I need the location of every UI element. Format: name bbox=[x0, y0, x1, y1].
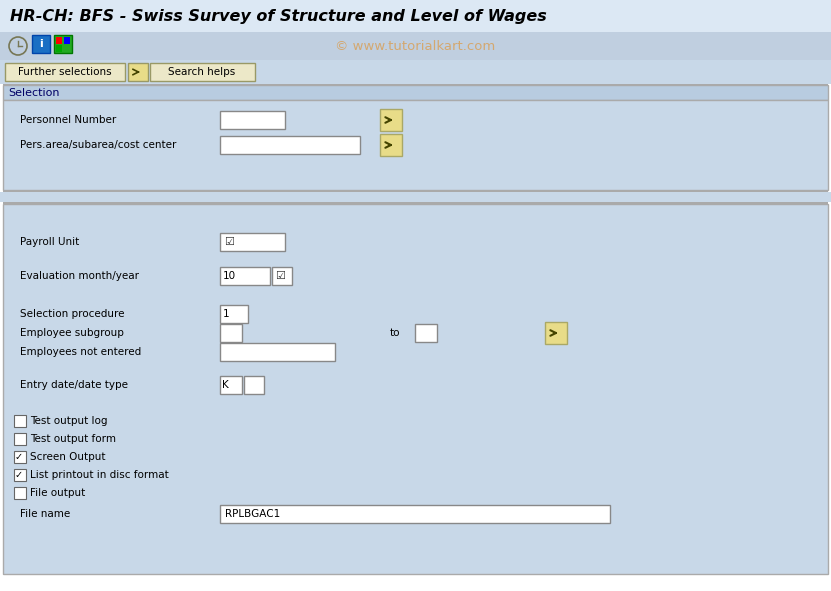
Text: 10: 10 bbox=[223, 271, 236, 281]
Text: Selection procedure: Selection procedure bbox=[20, 309, 125, 319]
FancyBboxPatch shape bbox=[150, 63, 255, 81]
FancyBboxPatch shape bbox=[14, 415, 26, 427]
Text: to: to bbox=[390, 328, 401, 338]
FancyBboxPatch shape bbox=[56, 37, 62, 44]
FancyBboxPatch shape bbox=[272, 267, 292, 285]
FancyBboxPatch shape bbox=[3, 204, 828, 574]
Text: Test output log: Test output log bbox=[30, 416, 107, 426]
Text: Further selections: Further selections bbox=[18, 67, 112, 77]
FancyBboxPatch shape bbox=[64, 37, 70, 44]
FancyBboxPatch shape bbox=[3, 574, 828, 575]
FancyBboxPatch shape bbox=[545, 322, 567, 344]
FancyBboxPatch shape bbox=[14, 451, 26, 463]
FancyBboxPatch shape bbox=[3, 84, 828, 85]
FancyBboxPatch shape bbox=[0, 60, 831, 84]
FancyBboxPatch shape bbox=[220, 233, 285, 251]
Text: RPLBGAC1: RPLBGAC1 bbox=[225, 509, 280, 519]
Text: ✓: ✓ bbox=[15, 452, 23, 462]
FancyBboxPatch shape bbox=[380, 109, 402, 131]
Text: Employees not entered: Employees not entered bbox=[20, 347, 141, 357]
Text: i: i bbox=[39, 39, 43, 49]
FancyBboxPatch shape bbox=[220, 267, 270, 285]
FancyBboxPatch shape bbox=[380, 134, 402, 156]
FancyBboxPatch shape bbox=[14, 433, 26, 445]
FancyBboxPatch shape bbox=[0, 0, 831, 32]
FancyBboxPatch shape bbox=[244, 376, 264, 394]
Text: Pers.area/subarea/cost center: Pers.area/subarea/cost center bbox=[20, 140, 176, 150]
FancyBboxPatch shape bbox=[220, 505, 610, 523]
Text: Employee subgroup: Employee subgroup bbox=[20, 328, 124, 338]
FancyBboxPatch shape bbox=[415, 324, 437, 342]
Text: Search helps: Search helps bbox=[169, 67, 236, 77]
Text: Payroll Unit: Payroll Unit bbox=[20, 237, 79, 247]
Text: ✓: ✓ bbox=[15, 470, 23, 480]
Text: File output: File output bbox=[30, 488, 86, 498]
Text: © www.tutorialkart.com: © www.tutorialkart.com bbox=[335, 40, 495, 53]
Text: HR-CH: BFS - Swiss Survey of Structure and Level of Wages: HR-CH: BFS - Swiss Survey of Structure a… bbox=[10, 8, 547, 24]
Text: List printout in disc format: List printout in disc format bbox=[30, 470, 169, 480]
FancyBboxPatch shape bbox=[0, 192, 831, 202]
Text: ☑: ☑ bbox=[275, 271, 285, 281]
FancyBboxPatch shape bbox=[220, 376, 242, 394]
Text: Screen Output: Screen Output bbox=[30, 452, 106, 462]
Text: Selection: Selection bbox=[8, 88, 60, 98]
FancyBboxPatch shape bbox=[220, 343, 335, 361]
Text: Evaluation month/year: Evaluation month/year bbox=[20, 271, 139, 281]
Text: Personnel Number: Personnel Number bbox=[20, 115, 116, 125]
Text: K: K bbox=[222, 380, 229, 390]
FancyBboxPatch shape bbox=[3, 100, 828, 190]
FancyBboxPatch shape bbox=[14, 469, 26, 481]
FancyBboxPatch shape bbox=[0, 32, 831, 60]
FancyBboxPatch shape bbox=[5, 63, 125, 81]
Text: Test output form: Test output form bbox=[30, 434, 116, 444]
FancyBboxPatch shape bbox=[128, 63, 148, 81]
FancyBboxPatch shape bbox=[3, 85, 828, 100]
Text: ☑: ☑ bbox=[224, 237, 234, 247]
FancyBboxPatch shape bbox=[220, 136, 360, 154]
FancyBboxPatch shape bbox=[220, 111, 285, 129]
FancyBboxPatch shape bbox=[3, 202, 828, 204]
FancyBboxPatch shape bbox=[220, 305, 248, 323]
FancyBboxPatch shape bbox=[56, 45, 62, 52]
Text: 1: 1 bbox=[223, 309, 229, 319]
Text: File name: File name bbox=[20, 509, 71, 519]
FancyBboxPatch shape bbox=[54, 35, 72, 53]
FancyBboxPatch shape bbox=[32, 35, 50, 53]
Text: Entry date/date type: Entry date/date type bbox=[20, 380, 128, 390]
FancyBboxPatch shape bbox=[3, 190, 828, 192]
FancyBboxPatch shape bbox=[220, 324, 242, 342]
FancyBboxPatch shape bbox=[14, 487, 26, 499]
